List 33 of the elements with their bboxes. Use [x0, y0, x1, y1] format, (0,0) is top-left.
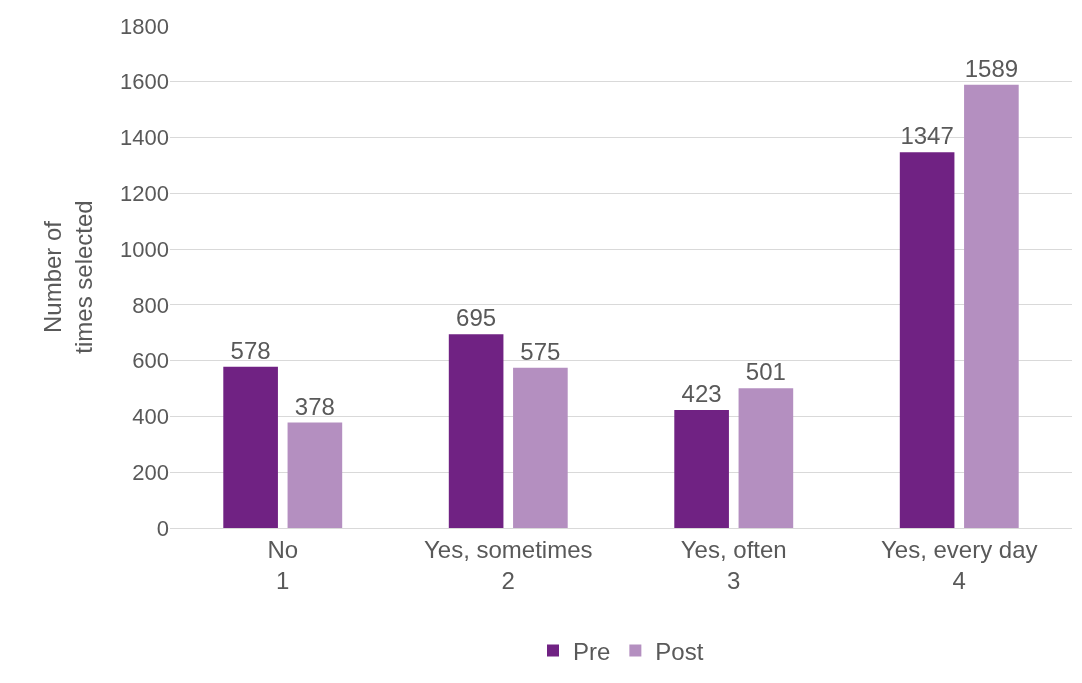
legend-label: Pre	[573, 637, 611, 665]
data-label: 378	[294, 392, 335, 420]
data-label: 1589	[964, 54, 1019, 82]
bar	[674, 410, 729, 528]
data-label: 1347	[900, 122, 954, 150]
bar	[899, 152, 955, 528]
data-label: 695	[456, 304, 497, 332]
bar	[513, 367, 568, 528]
x-tick-label: Yes, often 3	[680, 535, 787, 594]
data-label: 501	[745, 358, 786, 386]
data-label: 423	[681, 380, 722, 408]
x-tick-label: No 1	[267, 535, 299, 594]
y-tick-label: 1600	[120, 69, 169, 95]
y-axis-title: Number of times selected	[38, 200, 98, 354]
x-tick-label: Yes, every day 4	[880, 535, 1038, 594]
y-tick-label: 0	[156, 515, 169, 541]
data-label: 578	[230, 336, 271, 364]
bar	[448, 334, 504, 528]
y-tick-label: 1000	[120, 236, 169, 262]
x-tick-label: Yes, sometimes 2	[423, 535, 593, 594]
y-tick-label: 400	[132, 404, 169, 430]
bar	[287, 422, 343, 528]
bar	[738, 388, 794, 528]
y-tick-label: 1800	[120, 13, 169, 39]
y-tick-label: 1200	[120, 181, 169, 207]
y-tick-label: 200	[132, 459, 169, 485]
bar	[964, 84, 1019, 528]
y-tick-label: 800	[132, 292, 169, 318]
bar	[223, 366, 278, 528]
data-label: 575	[520, 337, 561, 365]
y-tick-label: 1400	[120, 125, 169, 151]
legend-label: Post	[655, 637, 704, 665]
y-tick-label: 600	[132, 348, 169, 374]
